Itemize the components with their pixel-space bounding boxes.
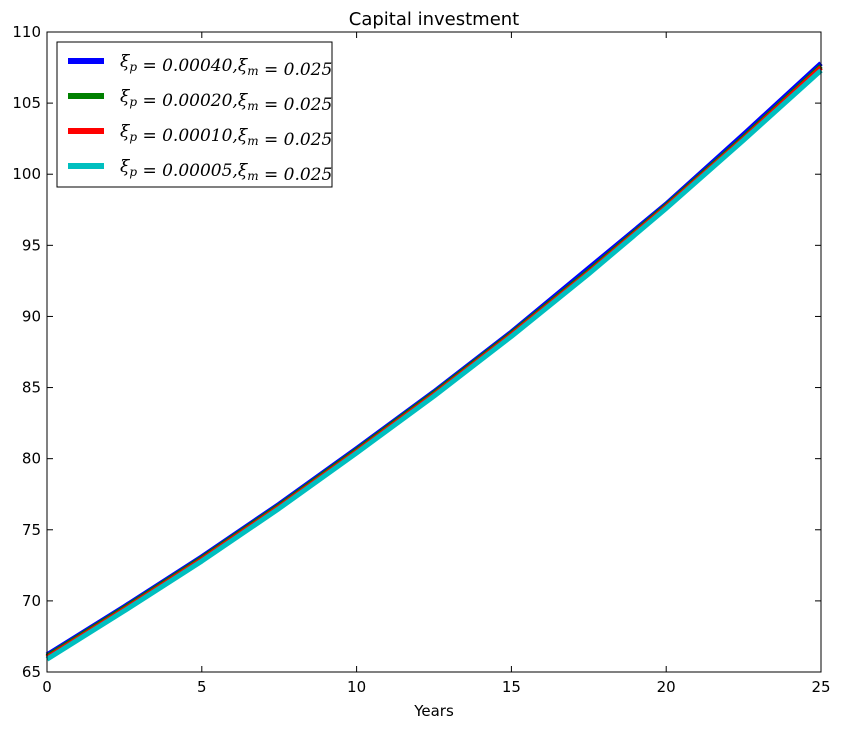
- y-tick-label-10: 110: [12, 23, 41, 41]
- y-tick-label-7: 95: [22, 236, 41, 254]
- x-tick-label-2: 5: [197, 678, 207, 696]
- y-tick-label-3: 75: [22, 521, 41, 539]
- ticks-layer: 0 5 10 15 20 25 65 70 75 80 85 90 95 100 105 110: [12, 23, 830, 696]
- y-tick-label-9: 105: [12, 94, 41, 112]
- legend: ξp = 0.00040,ξm = 0.025 ξp = 0.00020,ξm =…: [56, 41, 333, 188]
- legend-label-1: ξp = 0.00040,ξm = 0.025: [120, 52, 332, 80]
- y-tick-label-6: 90: [22, 307, 41, 325]
- x-axis-label: Years: [413, 702, 454, 720]
- legend-label-4: ξp = 0.00005,ξm = 0.025: [120, 157, 332, 185]
- y-tick-label-5: 85: [22, 379, 41, 397]
- y-tick-label-2: 70: [22, 592, 41, 610]
- series-line-4: [45, 68, 823, 662]
- chart-title: Capital investment: [349, 9, 519, 30]
- x-tick-label-6: 25: [811, 678, 830, 696]
- legend-label-2: ξp = 0.00020,ξm = 0.025: [120, 87, 332, 115]
- y-tick-label-1: 65: [22, 663, 41, 681]
- x-tick-label-1: 0: [42, 678, 52, 696]
- x-tick-label-3: 10: [347, 678, 366, 696]
- plot-frame: [46, 31, 822, 673]
- legend-label-3: ξp = 0.00010,ξm = 0.025: [120, 122, 332, 150]
- series-layer: [45, 61, 823, 662]
- legend-box: [56, 41, 333, 188]
- x-tick-label-5: 20: [657, 678, 676, 696]
- y-tick-label-8: 100: [12, 165, 41, 183]
- x-tick-label-4: 15: [502, 678, 521, 696]
- y-tick-label-4: 80: [22, 450, 41, 468]
